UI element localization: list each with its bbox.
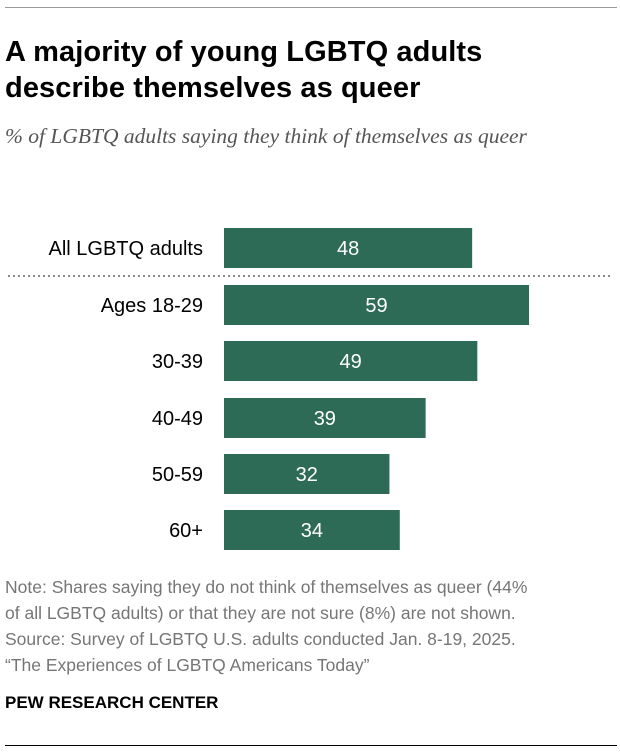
bottom-rule (5, 745, 617, 746)
value-label-40-49: 39 (314, 408, 336, 430)
bar-40-49 (224, 398, 426, 438)
value-label-ages-18-29: 59 (365, 295, 387, 317)
value-label-all-lgbtq-adults: 48 (337, 238, 359, 260)
category-label-60: 60+ (169, 520, 203, 542)
category-label-50-59: 50-59 (152, 464, 203, 486)
value-label-60: 34 (301, 520, 323, 542)
brand-logo-text: PEW RESEARCH CENTER (5, 693, 219, 712)
note-line-1: Note: Shares saying they do not think of… (5, 577, 528, 597)
note-line-2: of all LGBTQ adults) or that they are no… (5, 603, 516, 623)
top-rule (5, 7, 617, 8)
bar-60 (224, 510, 400, 550)
value-label-50-59: 32 (296, 464, 318, 486)
chart-subtitle: % of LGBTQ adults saying they think of t… (5, 124, 527, 148)
chart-title: A majority of young LGBTQ adults describ… (5, 36, 483, 104)
chart-note: Note: Shares saying they do not think of… (5, 574, 615, 678)
category-label-ages-18-29: Ages 18-29 (101, 295, 203, 317)
source-line-1: Source: Survey of LGBTQ U.S. adults cond… (5, 629, 516, 649)
bar-ages-18-29 (224, 285, 530, 325)
category-label-all-lgbtq-adults: All LGBTQ adults (48, 238, 203, 260)
bar-chart: All LGBTQ adults 48 Ages 18-29 59 30-39 49 40-… (8, 228, 613, 550)
value-label-30-39: 49 (340, 351, 362, 373)
bar-all-lgbtq-adults (224, 228, 473, 268)
category-label-30-39: 30-39 (152, 351, 203, 373)
category-label-40-49: 40-49 (152, 408, 203, 430)
bar-50-59 (224, 454, 390, 494)
bar-30-39 (224, 341, 478, 381)
source-line-2: “The Experiences of LGBTQ Americans Toda… (5, 655, 370, 675)
